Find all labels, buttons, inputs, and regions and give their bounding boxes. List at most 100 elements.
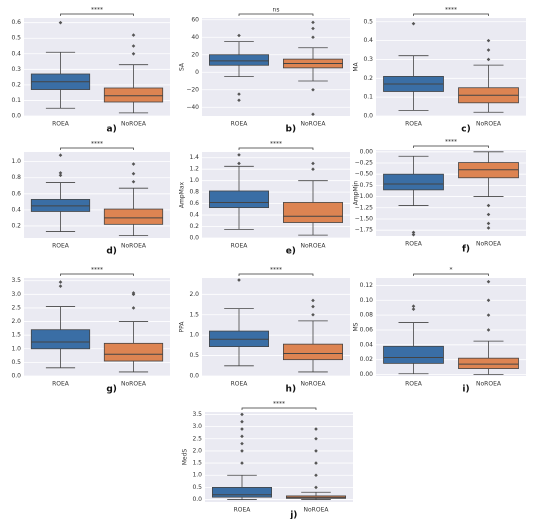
y-tick-label: 1.5 — [189, 311, 199, 318]
outlier — [311, 35, 315, 40]
y-tick-label: 0.0 — [189, 373, 199, 380]
y-tick-label: 1.5 — [11, 332, 21, 339]
outlier — [237, 278, 241, 282]
outlier — [58, 284, 63, 288]
outlier — [240, 441, 244, 446]
significance-bracket — [60, 273, 134, 276]
y-tick-label: 1.0 — [192, 472, 202, 479]
significance-label: * — [450, 267, 453, 274]
plot-background — [202, 278, 350, 376]
significance-bracket — [238, 273, 314, 276]
y-tick-label: 0.0 — [11, 373, 21, 380]
y-tick-label: 0.04 — [360, 341, 374, 348]
box — [103, 87, 164, 103]
outlier — [58, 153, 63, 158]
significance-label: **** — [91, 267, 103, 274]
box — [383, 345, 444, 364]
outlier — [486, 298, 491, 303]
x-tick-label: NoROEA — [476, 381, 502, 388]
y-tick-label: 0.8 — [11, 174, 21, 181]
box — [282, 202, 343, 223]
y-axis-label: MA — [353, 61, 360, 71]
y-tick-label: 0.6 — [189, 200, 199, 207]
box — [211, 487, 272, 498]
outlier — [314, 461, 318, 465]
y-tick-label: 0.1 — [363, 94, 373, 101]
y-tick-label: 0.06 — [360, 326, 374, 333]
significance-label: **** — [445, 139, 457, 146]
y-tick-label: 0.08 — [360, 312, 374, 319]
outlier — [131, 306, 136, 310]
y-tick-label: −1.00 — [355, 193, 374, 200]
panel-label: i) — [462, 385, 469, 395]
outlier — [58, 20, 63, 25]
outlier — [240, 419, 244, 424]
outlier — [486, 221, 491, 226]
outlier — [240, 449, 244, 453]
outlier — [486, 279, 491, 284]
y-tick-label: 0.5 — [363, 18, 373, 25]
outlier — [486, 48, 491, 52]
outlier — [237, 153, 241, 157]
outlier — [486, 328, 491, 332]
x-tick-label: ROEA — [231, 121, 249, 128]
x-tick-label: NoROEA — [301, 381, 327, 388]
y-tick-label: 0.00 — [360, 148, 374, 155]
y-tick-label: −20 — [186, 86, 199, 93]
panel-label: a) — [107, 125, 117, 135]
x-tick-label: ROEA — [234, 507, 252, 514]
y-tick-label: 3.0 — [11, 291, 21, 298]
outlier — [237, 33, 241, 38]
y-tick-label: 0.2 — [11, 81, 21, 88]
y-tick-label: 60 — [191, 16, 199, 23]
significance-bracket — [238, 13, 314, 16]
box — [103, 342, 164, 362]
box — [383, 173, 444, 191]
panel-label: e) — [286, 247, 296, 257]
y-tick-label: 0.8 — [189, 189, 199, 196]
outlier — [486, 226, 491, 230]
y-tick-label: 0.6 — [11, 190, 21, 197]
outlier — [314, 485, 318, 490]
outlier — [314, 449, 318, 453]
y-axis-label: PPA — [179, 321, 186, 333]
y-axis-label: AmpMax — [179, 181, 186, 208]
y-tick-label: 1.2 — [189, 166, 199, 173]
significance-bracket — [60, 147, 134, 150]
y-tick-label: 0.12 — [360, 282, 374, 289]
box — [208, 54, 269, 66]
outlier — [240, 461, 244, 465]
outlier — [58, 173, 63, 178]
y-tick-label: 0.3 — [363, 56, 373, 63]
y-tick-label: 0.2 — [363, 75, 373, 82]
y-tick-label: −40 — [186, 104, 199, 111]
significance-label: **** — [445, 7, 457, 14]
y-axis-label: MedS — [182, 449, 189, 466]
y-axis-label: AmpMin — [353, 181, 360, 206]
x-tick-label: NoROEA — [304, 507, 330, 514]
outlier — [131, 44, 136, 48]
x-tick-label: ROEA — [405, 381, 423, 388]
y-tick-label: 0.1 — [11, 97, 21, 104]
outlier — [311, 167, 315, 171]
outlier — [311, 112, 315, 117]
y-tick-label: 0.10 — [360, 297, 374, 304]
y-tick-label: 0.0 — [189, 235, 199, 242]
outlier — [311, 26, 315, 31]
y-tick-label: 2.0 — [189, 291, 199, 298]
outlier — [314, 436, 318, 441]
x-tick-label: ROEA — [231, 381, 249, 388]
y-tick-label: 0.5 — [192, 484, 202, 491]
y-tick-label: 40 — [191, 34, 199, 41]
panel-label: g) — [106, 385, 117, 395]
significance-bracket — [238, 147, 314, 150]
x-tick-label: ROEA — [52, 243, 70, 250]
y-axis-label: MS — [353, 322, 360, 331]
significance-label: **** — [270, 267, 282, 274]
y-tick-label: 0.4 — [363, 37, 373, 44]
y-tick-label: 0.00 — [360, 371, 374, 378]
significance-bracket — [413, 13, 489, 16]
box — [282, 343, 343, 361]
panel-label: j) — [289, 511, 297, 519]
outlier — [237, 92, 241, 96]
